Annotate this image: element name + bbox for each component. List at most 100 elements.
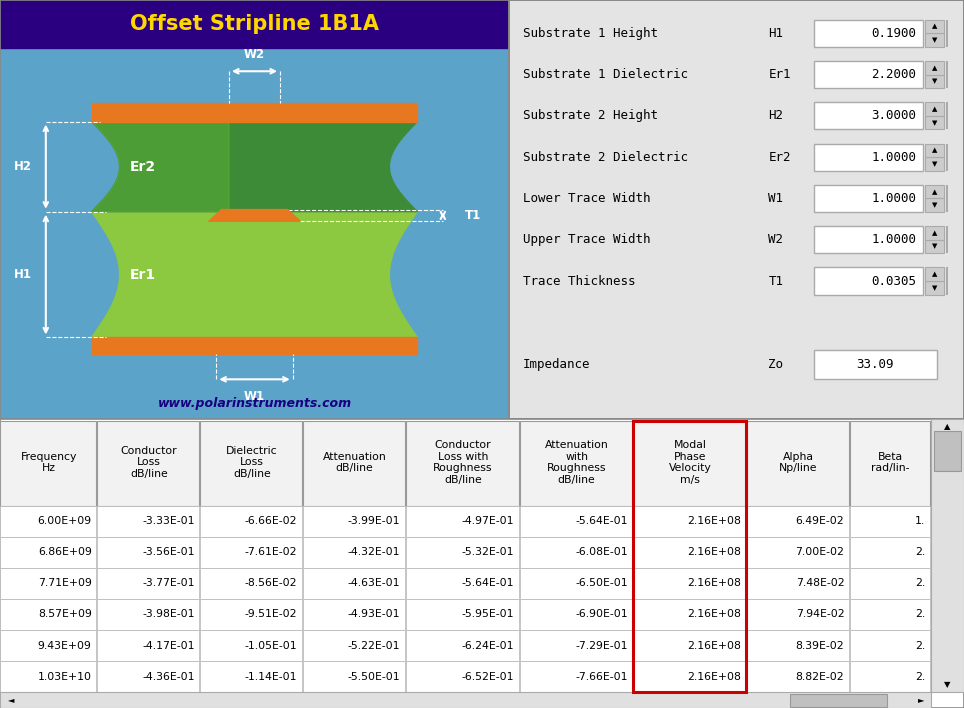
Text: -5.95E-01: -5.95E-01 (462, 610, 514, 620)
Text: -5.64E-01: -5.64E-01 (462, 578, 514, 588)
Text: ►: ► (919, 695, 924, 704)
Text: 2.: 2. (915, 672, 925, 682)
Text: -3.77E-01: -3.77E-01 (142, 578, 195, 588)
Bar (0, 692, 931, 708)
Bar (946, 144, 948, 171)
Text: -6.90E-01: -6.90E-01 (576, 610, 628, 620)
Bar (925, 240, 944, 253)
Text: -5.22E-01: -5.22E-01 (348, 641, 400, 651)
Text: ▲: ▲ (932, 230, 937, 236)
Polygon shape (208, 210, 301, 222)
Text: Offset Stripline 1B1A: Offset Stripline 1B1A (130, 14, 379, 34)
Bar (304, 506, 405, 537)
Text: Conductor
Loss with
Roughness
dB/line: Conductor Loss with Roughness dB/line (433, 440, 493, 485)
Bar (633, 506, 746, 537)
Bar (97, 630, 200, 661)
Text: W1: W1 (768, 192, 784, 205)
Bar (304, 568, 405, 599)
Text: W2: W2 (244, 48, 265, 61)
Text: 8.57E+09: 8.57E+09 (38, 610, 92, 620)
Bar (747, 630, 849, 661)
Text: Upper Trace Width: Upper Trace Width (522, 234, 650, 246)
Text: -3.99E-01: -3.99E-01 (348, 516, 400, 526)
Text: 33.09: 33.09 (857, 358, 894, 371)
Bar (304, 537, 405, 568)
Bar (814, 61, 924, 88)
Text: ▼: ▼ (932, 202, 937, 208)
Bar (406, 661, 519, 692)
Text: 2.16E+08: 2.16E+08 (687, 516, 741, 526)
Bar (0, 0, 509, 48)
Bar (925, 61, 944, 74)
Text: ▼: ▼ (932, 120, 937, 126)
Bar (0, 568, 96, 599)
Text: -5.50E-01: -5.50E-01 (348, 672, 400, 682)
Bar (925, 268, 944, 281)
Bar (946, 185, 948, 212)
Bar (925, 198, 944, 212)
Text: ▼: ▼ (932, 244, 937, 250)
Bar (925, 185, 944, 198)
Bar (925, 116, 944, 130)
Bar (850, 661, 930, 692)
Text: 2.2000: 2.2000 (871, 68, 916, 81)
Text: www.polarinstruments.com: www.polarinstruments.com (157, 396, 352, 410)
Bar (0, 421, 96, 506)
Text: -7.66E-01: -7.66E-01 (576, 672, 628, 682)
Bar (747, 661, 849, 692)
Bar (520, 661, 632, 692)
Text: H1: H1 (768, 27, 784, 40)
Text: ▼: ▼ (932, 37, 937, 43)
Bar (925, 102, 944, 116)
Bar (520, 568, 632, 599)
Bar (925, 226, 944, 240)
Bar (925, 20, 944, 33)
Text: -4.97E-01: -4.97E-01 (462, 516, 514, 526)
Text: -4.36E-01: -4.36E-01 (142, 672, 195, 682)
Text: Substrate 2 Height: Substrate 2 Height (522, 109, 657, 122)
Text: -5.64E-01: -5.64E-01 (576, 516, 628, 526)
Bar (747, 599, 849, 630)
Text: ◄: ◄ (9, 695, 14, 704)
Text: -4.63E-01: -4.63E-01 (348, 578, 400, 588)
Text: 1.0000: 1.0000 (871, 192, 916, 205)
Text: 2.16E+08: 2.16E+08 (687, 641, 741, 651)
Text: -4.17E-01: -4.17E-01 (142, 641, 195, 651)
Bar (925, 144, 944, 157)
Text: 6.86E+09: 6.86E+09 (38, 547, 92, 557)
Bar (850, 421, 930, 506)
Text: Frequency
Hz: Frequency Hz (20, 452, 77, 473)
Bar (406, 537, 519, 568)
Bar (850, 599, 930, 630)
Bar (633, 537, 746, 568)
Text: 2.: 2. (915, 578, 925, 588)
Bar (633, 630, 746, 661)
Text: Substrate 1 Dielectric: Substrate 1 Dielectric (522, 68, 687, 81)
Text: 7.48E-02: 7.48E-02 (795, 578, 844, 588)
Bar (201, 599, 303, 630)
Text: ▲: ▲ (932, 106, 937, 112)
Text: 1.0000: 1.0000 (871, 151, 916, 164)
Bar (790, 694, 887, 707)
Text: ▼: ▼ (945, 680, 951, 690)
Text: ▼: ▼ (932, 79, 937, 84)
Text: ▲: ▲ (932, 23, 937, 30)
Bar (520, 630, 632, 661)
Bar (946, 102, 948, 130)
Text: -6.08E-01: -6.08E-01 (576, 547, 628, 557)
Bar (747, 421, 849, 506)
Text: Attenuation
with
Roughness
dB/line: Attenuation with Roughness dB/line (545, 440, 608, 485)
Bar (814, 268, 924, 295)
Text: Beta
rad/lin-: Beta rad/lin- (871, 452, 910, 473)
Bar (520, 421, 632, 506)
Bar (850, 537, 930, 568)
Bar (850, 630, 930, 661)
Text: -1.14E-01: -1.14E-01 (245, 672, 298, 682)
Bar (520, 506, 632, 537)
Text: 1.03E+10: 1.03E+10 (38, 672, 92, 682)
Text: -3.56E-01: -3.56E-01 (142, 547, 195, 557)
Bar (406, 506, 519, 537)
Bar (97, 537, 200, 568)
Text: 2.16E+08: 2.16E+08 (687, 610, 741, 620)
Bar (304, 661, 405, 692)
